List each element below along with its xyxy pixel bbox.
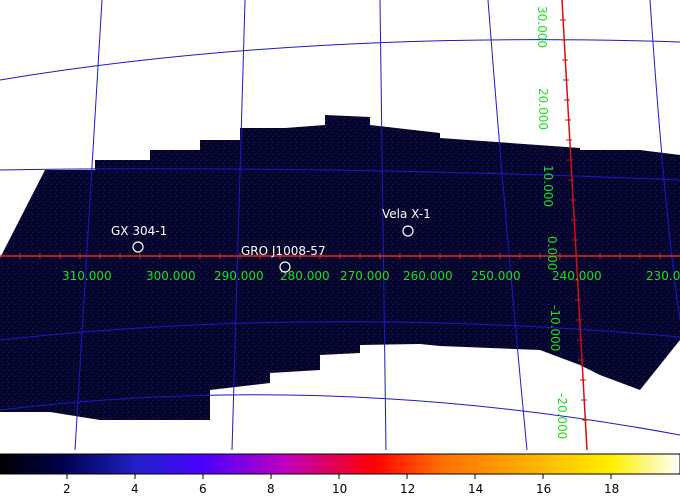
- source-gx-304-1[interactable]: GX 304-1: [111, 224, 167, 253]
- latitude-labels: 30.000 20.000 10.000 0.000 -10.000 -20.0…: [535, 6, 569, 439]
- colorbar-tick-label: 18: [604, 482, 619, 496]
- sky-map: 310.000 300.000 290.000 280.000 270.000 …: [0, 0, 680, 450]
- latitude-label: 30.000: [535, 6, 549, 48]
- colorbar-tick-label: 16: [536, 482, 551, 496]
- colorbar: 2 4 6 8 10 12 14 16 18: [0, 453, 680, 496]
- exposure-region: [0, 115, 680, 420]
- longitude-label: 230.0: [646, 269, 680, 283]
- colorbar-tick-label: 4: [131, 482, 139, 496]
- source-vela-x-1[interactable]: Vela X-1: [382, 207, 431, 237]
- colorbar-tick-label: 14: [468, 482, 483, 496]
- longitude-label: 270.000: [340, 269, 390, 283]
- colorbar-tick-label: 6: [199, 482, 207, 496]
- longitude-grid: [74, 0, 680, 450]
- longitude-label: 310.000: [62, 269, 112, 283]
- source-marker[interactable]: [402, 225, 414, 237]
- source-marker[interactable]: [279, 261, 291, 273]
- latitude-label: -10.000: [548, 305, 562, 351]
- longitude-label: 250.000: [471, 269, 521, 283]
- colorbar-gradient: [0, 453, 680, 475]
- latitude-label: 0.000: [545, 236, 559, 270]
- source-label: GRO J1008-57: [241, 244, 326, 258]
- meridian-ticks: [560, 19, 588, 421]
- central-meridian-line: [561, 0, 588, 450]
- equator-ticks: [19, 253, 661, 259]
- longitude-label: 290.000: [214, 269, 264, 283]
- longitude-label: 280.000: [280, 269, 330, 283]
- source-marker[interactable]: [132, 241, 144, 253]
- longitude-label: 240.000: [552, 269, 602, 283]
- longitude-label: 260.000: [403, 269, 453, 283]
- source-gro-j1008-57[interactable]: GRO J1008-57: [241, 244, 326, 273]
- colorbar-ticks: [66, 474, 612, 479]
- longitude-label: 300.000: [146, 269, 196, 283]
- colorbar-tick-label: 12: [400, 482, 415, 496]
- source-label: GX 304-1: [111, 224, 167, 238]
- source-label: Vela X-1: [382, 207, 431, 221]
- colorbar-tick-label: 10: [332, 482, 347, 496]
- latitude-label: 20.000: [536, 88, 550, 130]
- colorbar-tick-label: 2: [63, 482, 71, 496]
- colorbar-tick-label: 8: [267, 482, 275, 496]
- longitude-labels: 310.000 300.000 290.000 280.000 270.000 …: [62, 269, 680, 283]
- colorbar-labels: 2 4 6 8 10 12 14 16 18: [63, 482, 619, 496]
- latitude-label: -20.000: [555, 393, 569, 439]
- latitude-label: 10.000: [541, 165, 555, 207]
